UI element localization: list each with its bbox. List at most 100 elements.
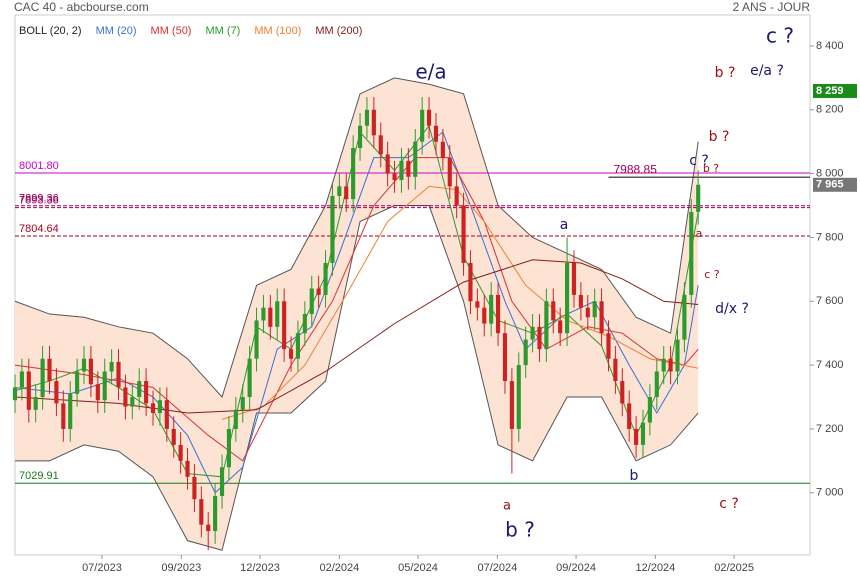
y-tick-label: 7 200 xyxy=(816,423,844,435)
x-tick-label: 07/2023 xyxy=(82,562,122,574)
chart-title: CAC 40 - abcbourse.com xyxy=(14,0,149,14)
candle-body xyxy=(254,320,259,359)
candle-body xyxy=(620,381,625,404)
candle-body xyxy=(675,339,680,372)
moving-average xyxy=(14,259,699,414)
price-badge xyxy=(813,177,857,192)
candle-body xyxy=(288,349,294,359)
candle-body xyxy=(302,314,307,334)
candle-body xyxy=(406,160,411,177)
candle-body xyxy=(440,141,445,158)
y-tick-label: 7 800 xyxy=(816,231,844,243)
candle-body xyxy=(530,326,535,340)
candle-body xyxy=(654,371,659,398)
annotation: e/a xyxy=(415,60,446,84)
candle-body xyxy=(592,301,597,318)
candle-body xyxy=(634,428,639,445)
candle-body xyxy=(585,307,590,318)
candle-body xyxy=(61,403,66,429)
candle-body xyxy=(157,400,162,413)
candle-body xyxy=(578,294,583,308)
moving-average xyxy=(14,157,699,462)
candle-body xyxy=(426,109,432,126)
candle-body xyxy=(544,301,549,350)
candle-body xyxy=(109,361,114,372)
candle-body xyxy=(68,393,73,429)
annotation: b ? xyxy=(703,162,719,175)
candle-body xyxy=(371,109,376,136)
legend-entry: MM (20) xyxy=(96,25,137,37)
candle-body xyxy=(475,301,480,308)
annotation: b ? xyxy=(505,518,535,542)
annotation: b ? xyxy=(715,65,736,81)
candle-body xyxy=(447,157,452,187)
level-label: 8001.80 xyxy=(19,160,59,172)
candle-body xyxy=(178,444,183,461)
candle-body xyxy=(468,262,473,302)
candle-body xyxy=(551,301,556,321)
bollinger-lower xyxy=(15,205,699,551)
annotation: c ? xyxy=(766,24,794,48)
x-tick-label: 09/2023 xyxy=(161,562,201,574)
candle-body xyxy=(47,358,52,382)
candle-body xyxy=(523,339,528,366)
annotation: d/x ? xyxy=(715,301,749,317)
annotation: e/a ? xyxy=(750,63,784,79)
candle-body xyxy=(682,294,687,340)
candle-body xyxy=(413,141,418,177)
candle-body xyxy=(344,186,349,200)
candle-body xyxy=(206,524,211,532)
candle-body xyxy=(164,400,169,429)
annotation: b ? xyxy=(709,129,730,145)
candle-body xyxy=(268,307,273,327)
candle-body xyxy=(295,333,301,359)
candle-body xyxy=(599,301,604,334)
candle-body xyxy=(261,307,266,321)
candle-body xyxy=(337,186,342,196)
candle-body xyxy=(219,467,225,496)
candle-body xyxy=(558,320,563,334)
x-tick-label: 12/2023 xyxy=(240,562,280,574)
annotation: c ? xyxy=(719,496,739,512)
candle-body xyxy=(537,326,542,350)
candle-body xyxy=(516,365,521,429)
annotations: e/a c ? b ? e/a ? b ? c ? b ? a c ? d/x … xyxy=(415,24,794,542)
candle-body xyxy=(357,125,363,149)
candle-body xyxy=(185,460,190,477)
candle-body xyxy=(123,387,128,407)
candle-body xyxy=(565,262,570,334)
candle-body xyxy=(192,476,197,500)
candle-body xyxy=(116,361,121,388)
candle-body xyxy=(309,288,314,315)
candle-body xyxy=(144,381,149,404)
candle-body xyxy=(496,294,501,334)
candle-body xyxy=(668,358,673,372)
candle-body xyxy=(33,397,38,410)
candle-body xyxy=(482,307,487,324)
bollinger-band xyxy=(15,77,699,551)
background-layer xyxy=(14,45,814,559)
candle-body xyxy=(102,371,107,401)
y-tick-label: 8 000 xyxy=(816,168,844,180)
candle-body xyxy=(81,358,87,372)
legend-entry: MM (100) xyxy=(254,25,301,37)
candle-body xyxy=(171,428,176,445)
candle-body xyxy=(433,125,439,142)
x-tick-label: 09/2024 xyxy=(556,562,596,574)
candle-body xyxy=(199,499,204,525)
candle-body xyxy=(130,397,135,407)
candle-body xyxy=(54,381,59,404)
legend: BOLL (20, 2) MM (20) MM (50) MM (7) MM (100)… xyxy=(19,25,362,37)
candle-body xyxy=(12,387,18,401)
legend-entry: MM (7) xyxy=(205,25,240,37)
y-tick-label: 7 000 xyxy=(816,487,844,499)
legend-entry: MM (50) xyxy=(151,25,192,37)
candle-body xyxy=(613,358,618,382)
candle-body xyxy=(364,109,370,126)
x-tick-label: 02/2025 xyxy=(714,562,754,574)
annotation: c ? xyxy=(704,268,720,281)
y-tick-label: 8 200 xyxy=(816,104,844,116)
legend-entry: BOLL (20, 2) xyxy=(19,25,82,37)
annotation: c ? xyxy=(689,153,709,169)
price-badge-label: 8 259 xyxy=(816,85,844,97)
